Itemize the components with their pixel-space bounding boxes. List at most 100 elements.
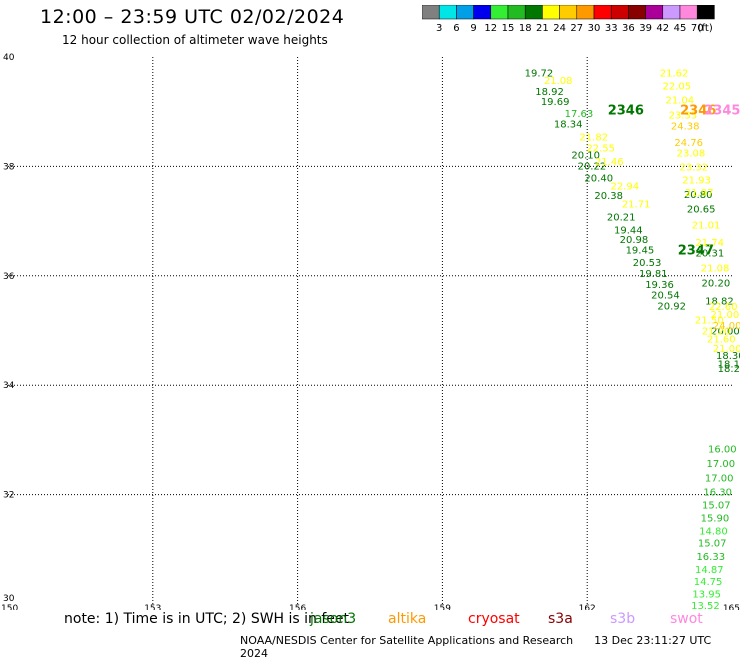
swh-value-label: 20.92 xyxy=(657,301,686,312)
swh-value-label: 21.08 xyxy=(544,76,573,87)
swh-value-label: 21.71 xyxy=(622,200,651,211)
swh-value-label: 23.32 xyxy=(680,162,709,173)
swh-value-label: 15.90 xyxy=(701,514,730,525)
swh-value-label: 16.00 xyxy=(708,445,737,456)
colorbar-tick-label: 27 xyxy=(570,23,583,34)
swh-value-label: 20.40 xyxy=(584,173,613,184)
colorbar-cell xyxy=(696,5,715,20)
swh-value-label: 20.53 xyxy=(633,258,662,269)
swh-value-label: 23.08 xyxy=(677,149,706,160)
swh-value-label: 14.75 xyxy=(694,577,723,588)
map-subtitle: 12 hour collection of altimeter wave hei… xyxy=(62,33,328,47)
swh-value-label: 20.38 xyxy=(594,191,623,202)
lon-tick-label: 165 xyxy=(723,604,740,610)
swh-value-label: 19.69 xyxy=(541,97,570,108)
swh-value-label: 21.82 xyxy=(579,132,608,143)
swh-value-label: 24.76 xyxy=(674,138,703,149)
swh-value-label: 21.00 xyxy=(711,310,740,321)
swh-value-label: 19.72 xyxy=(525,68,554,79)
swh-value-label: 24.00 xyxy=(713,321,740,332)
colorbar-tick-label: 36 xyxy=(622,23,635,34)
swh-value-label: 22.05 xyxy=(663,81,692,92)
lat-tick-label: 34 xyxy=(3,381,15,391)
pass-time-label: 2346 xyxy=(608,104,644,119)
lon-tick-label: 150 xyxy=(1,604,18,610)
swh-value-label: 21.74 xyxy=(695,238,724,249)
pass-time-label: 2346 xyxy=(680,104,716,119)
swh-value-label: 18.92 xyxy=(535,87,564,98)
swh-value-label: 20.00 xyxy=(711,327,740,338)
swh-value-label: 14.80 xyxy=(699,527,728,538)
colorbar-tick-label: 30 xyxy=(588,23,601,34)
swh-value-label: 21.93 xyxy=(682,176,711,187)
swh-value-label: 23.35 xyxy=(669,110,698,121)
footer-organization: NOAA/NESDIS Center for Satellite Applica… xyxy=(240,634,574,647)
swh-value-label: 18.30 xyxy=(716,351,740,362)
legend-altika: altika xyxy=(388,611,427,627)
swh-value-label: 19.81 xyxy=(639,269,668,280)
swh-value-label: 16.33 xyxy=(696,552,725,563)
lon-tick-label: 156 xyxy=(289,604,306,610)
swh-value-label: 17.63 xyxy=(565,109,594,120)
swh-value-label: 13.52 xyxy=(691,601,720,610)
colorbar-tick-label: 6 xyxy=(453,23,459,34)
swh-value-label: 17.00 xyxy=(705,474,734,485)
swh-value-label: 24.38 xyxy=(671,121,700,132)
swh-value-label: 21.97 xyxy=(685,188,714,199)
swh-value-label: 21.60 xyxy=(707,335,736,346)
colorbar-tick-label: 45 xyxy=(674,23,687,34)
footer: NOAA/NESDIS Center for Satellite Applica… xyxy=(240,634,740,660)
wave-height-colorbar: 3 6 9 12 15 18 21 24 27 30 33 36 39 42 45 70(ft) xyxy=(422,5,715,34)
swh-value-label: 21.62 xyxy=(660,68,689,79)
map-title: 12:00 – 23:59 UTC 02/02/2024 xyxy=(40,6,345,28)
swh-value-label: 21.46 xyxy=(595,157,624,168)
note-text: note: 1) Time is in UTC; 2) SWH is in fe… xyxy=(64,611,350,627)
swh-value-label: 21.04 xyxy=(666,96,695,107)
lon-tick-label: 153 xyxy=(144,604,161,610)
colorbar-tick-label: 42 xyxy=(656,23,669,34)
legend-s3b: s3b xyxy=(610,611,636,627)
pass-time-label: 2347 xyxy=(678,244,714,259)
swh-value-label: 22.60 xyxy=(709,302,738,313)
altimeter-map: 150 153 156 159 162 165 40 38 36 34 32 30 19.72 18.92… xyxy=(1,53,740,610)
swh-value-label: 21.08 xyxy=(701,264,730,275)
swh-value-label: 18.20 xyxy=(718,364,740,375)
colorbar-tick-label: 21 xyxy=(536,23,549,34)
swh-value-label: 15.07 xyxy=(702,500,731,511)
swh-value-label: 21.50 xyxy=(695,316,724,327)
lat-tick-label: 40 xyxy=(3,53,15,63)
swh-value-label: 20.65 xyxy=(687,205,716,216)
swh-value-label: 20.31 xyxy=(696,248,725,259)
swh-value-label: 14.87 xyxy=(695,565,724,576)
swh-value-label: 20.20 xyxy=(702,278,731,289)
swh-value-label: 18.34 xyxy=(554,120,583,131)
lon-tick-label: 162 xyxy=(579,604,596,610)
lat-tick-label: 38 xyxy=(3,162,15,172)
note-row: note: 1) Time is in UTC; 2) SWH is in fe… xyxy=(0,611,740,631)
colorbar-tick-label: 3 xyxy=(436,23,442,34)
swh-value-label: 18.10 xyxy=(718,359,740,370)
lat-tick-label: 30 xyxy=(3,594,15,604)
colorbar-tick-label: 12 xyxy=(484,23,497,34)
colorbar-tick-label: 39 xyxy=(639,23,652,34)
swh-value-label: 21.20 xyxy=(702,327,731,338)
swh-value-label: 20.98 xyxy=(620,235,649,246)
lon-tick-label: 159 xyxy=(434,604,451,610)
swh-value-label: 20.21 xyxy=(607,213,636,224)
colorbar-tick-label: 9 xyxy=(470,23,476,34)
swh-value-label: 22.55 xyxy=(586,143,615,154)
colorbar-tick-label: 70 xyxy=(691,23,704,34)
swh-value-label: 20.80 xyxy=(684,190,713,201)
legend-swot: swot xyxy=(670,611,703,627)
swh-value-label: 20.10 xyxy=(571,150,600,161)
swh-value-label: 18.82 xyxy=(705,296,734,307)
lat-tick-label: 32 xyxy=(3,491,14,501)
swh-value-label: 19.44 xyxy=(614,225,643,236)
legend-jason3: jason3 xyxy=(310,611,357,627)
legend-s3a: s3a xyxy=(548,611,573,627)
colorbar-tick-label: 24 xyxy=(553,23,566,34)
lat-tick-label: 36 xyxy=(3,272,15,282)
swh-value-label: 15.07 xyxy=(698,539,727,550)
swh-value-label: 20.54 xyxy=(651,290,680,301)
swh-value-label: 19.45 xyxy=(626,246,655,257)
